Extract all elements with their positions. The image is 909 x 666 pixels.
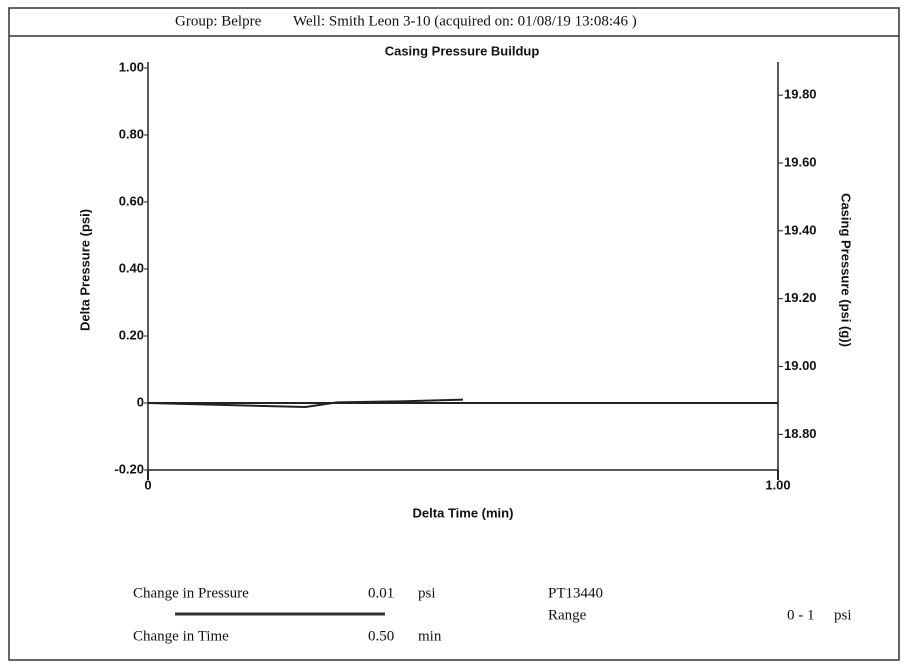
footer-label: Range: [548, 607, 587, 623]
frame: [8, 7, 900, 661]
header-well: Well: Smith Leon 3-10 (acquired on: 01/0…: [293, 13, 637, 29]
y-axis-label: Delta Pressure (psi): [77, 209, 92, 331]
y-tick-label: 0: [137, 394, 144, 409]
y-tick-label: 0.80: [119, 126, 144, 141]
footer: Change in Pressure 0.01 psi Change in Ti…: [133, 585, 852, 644]
x-axis-label: Delta Time (min): [413, 505, 514, 520]
y2-tick-label: 19.80: [784, 87, 817, 102]
y-tick-label: -0.20: [114, 461, 144, 476]
y2-tick-label: 19.60: [784, 154, 817, 169]
data-line: [147, 398, 464, 409]
footer-value: 0.50: [368, 628, 394, 644]
footer-sensor: PT13440: [548, 585, 603, 601]
chart-title: Casing Pressure Buildup: [385, 43, 540, 58]
footer-unit: psi: [418, 585, 436, 601]
footer-unit: min: [418, 628, 442, 644]
footer-label: Change in Pressure: [133, 585, 249, 601]
footer-value: 0.01: [368, 585, 394, 601]
footer-value: 0 - 1: [787, 607, 815, 623]
x-tick-label: 0: [144, 477, 151, 492]
footer-label: Change in Time: [133, 628, 229, 644]
y-tick-label: 0.40: [119, 260, 144, 275]
y2-tick-label: 19.40: [784, 222, 817, 237]
y-tick-label: 1.00: [119, 59, 144, 74]
header-group: Group: Belpre: [175, 13, 262, 29]
y2-tick-label: 19.20: [784, 290, 817, 305]
y2-axis-label: Casing Pressure (psi (g)): [839, 193, 854, 347]
x-tick-label: 1.00: [765, 477, 790, 492]
y2-tick-label: 18.80: [784, 426, 817, 441]
y2-tick-label: 19.00: [784, 358, 817, 373]
y-tick-label: 0.60: [119, 193, 144, 208]
y-tick-label: 0.20: [119, 327, 144, 342]
footer-unit: psi: [834, 607, 852, 623]
